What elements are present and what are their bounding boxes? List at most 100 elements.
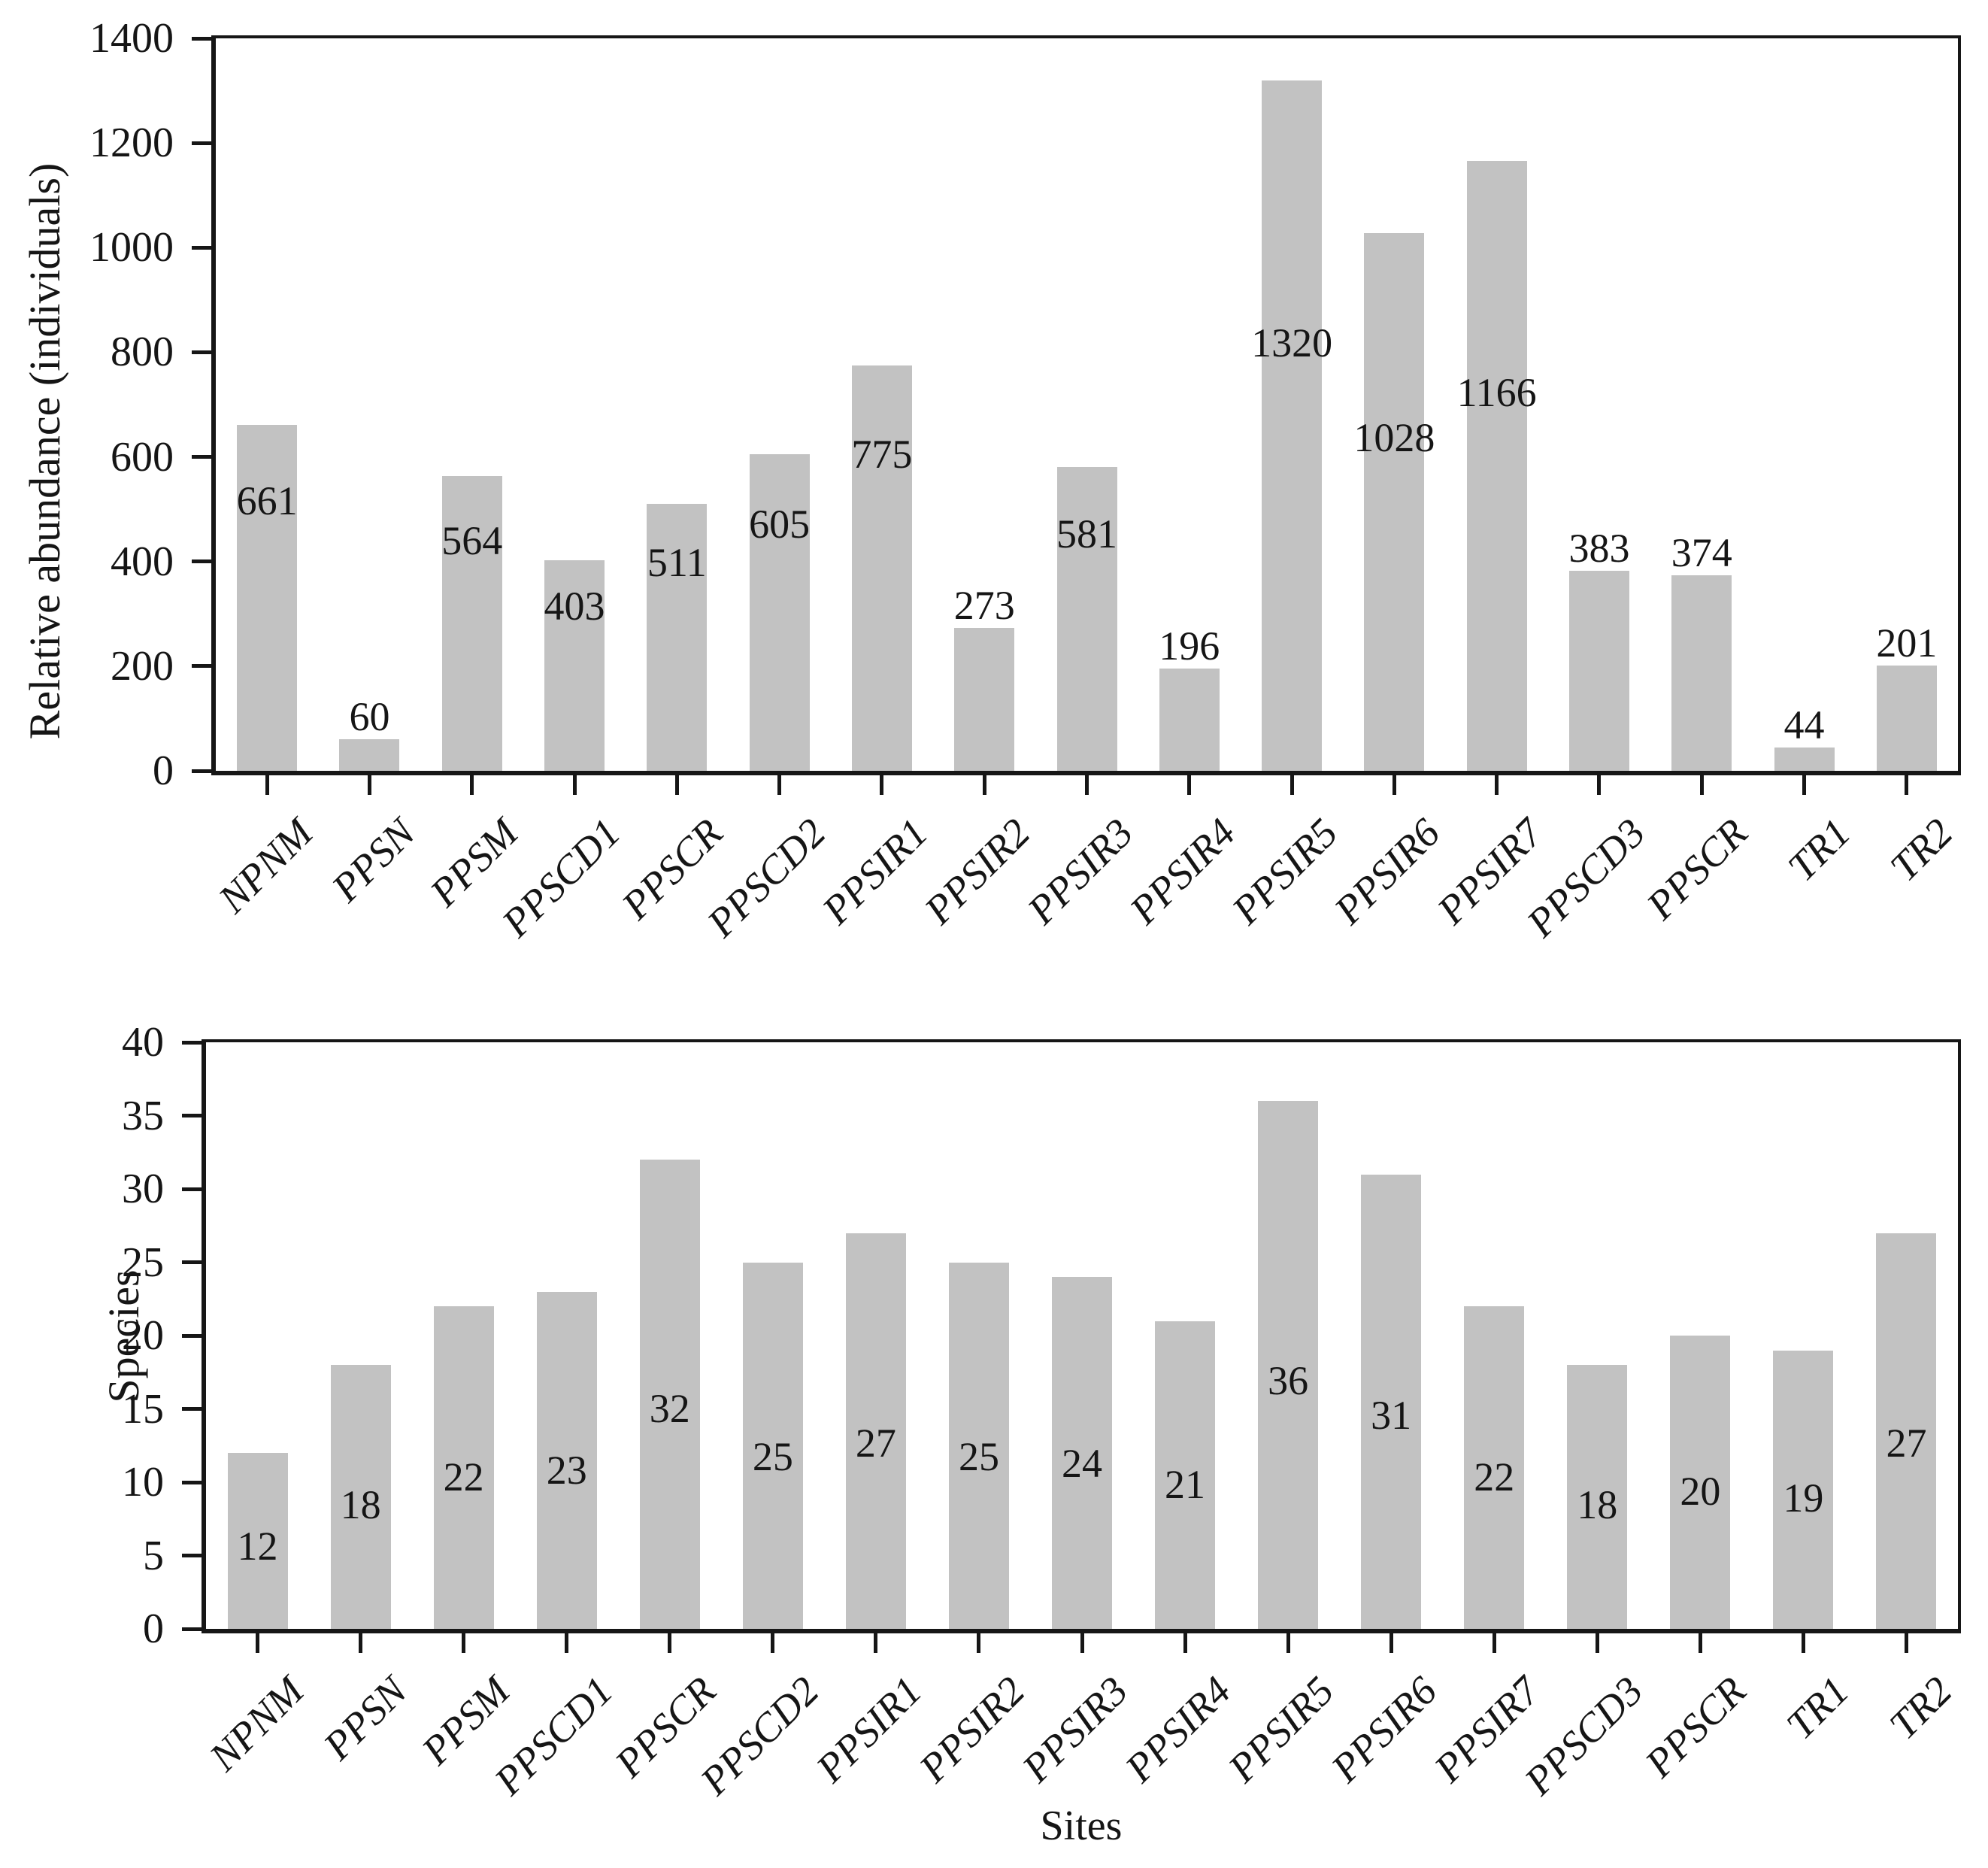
y-axis-tick [182,1260,202,1264]
bar-ppsir6-0 [1364,232,1425,771]
bar-value-label: 403 [544,584,605,629]
bar-value-label: 12 [237,1524,278,1569]
y-tick-label: 5 [143,1532,164,1579]
bar-ppsir3-1 [1052,1277,1112,1629]
bar-npnm-1 [227,1453,288,1629]
x-axis-tick [1801,1633,1805,1653]
y-axis-tick [192,245,211,250]
bar-value-label: 22 [443,1454,484,1500]
x-tick-label-ppsir1: PPSIR1 [808,1668,931,1791]
species-plot-area: 12 18 22 23 32 25 27 25 24 21 36 31 22 18 20 19 27 [202,1039,1961,1633]
bar-value-label: 22 [1474,1454,1515,1500]
y-tick-label: 30 [122,1166,164,1212]
bar-ppscr-1 [639,1160,700,1629]
y-axis-tick [192,36,211,41]
bar-ppsir7-1 [1464,1306,1525,1629]
x-tick-label-ppsir2: PPSIR2 [911,1668,1034,1791]
x-axis-tick [1392,775,1396,795]
bar-value-label: 1320 [1251,320,1333,365]
bar-npnm-0 [237,425,298,771]
x-axis-tick [1183,1633,1187,1653]
y-axis-tick [182,1187,202,1191]
x-axis-tick [874,1633,878,1653]
bar-ppsir2-1 [948,1262,1009,1629]
bar-value-label: 383 [1568,525,1630,571]
bar-tr2-0 [1876,666,1937,771]
x-axis-tick [572,775,577,795]
x-axis-tick [880,775,884,795]
bar-ppscr-1 [1670,1336,1731,1629]
bar-ppsm-0 [441,475,502,771]
x-axis-tick [470,775,474,795]
y-axis-tick [182,1627,202,1631]
x-axis-tick [1085,775,1089,795]
abundance-plot-area: 661 60 564 403 511 605 775 273 581 196 1320 1028 116… [211,35,1961,775]
x-axis-tick [777,775,782,795]
y-axis-tick [182,1040,202,1045]
bar-value-label: 24 [1062,1441,1102,1487]
y-tick-label: 10 [122,1459,164,1506]
bar-value-label: 1028 [1353,414,1435,460]
bar-ppsir4-1 [1155,1321,1216,1629]
bar-value-label: 19 [1783,1475,1824,1521]
x-axis-tick [1080,1633,1084,1653]
y-tick-label: 0 [143,1606,164,1652]
x-tick-label-npnm: NPNM [200,1668,312,1780]
bar-tr2-1 [1876,1233,1937,1629]
bar-ppscd3-1 [1567,1365,1628,1629]
x-axis-tick [1495,775,1499,795]
bar-value-label: 564 [441,517,503,563]
y-axis-tick [182,1554,202,1557]
bar-ppscr-0 [647,503,708,771]
y-axis-tick [192,559,211,564]
x-axis-tick [367,775,371,795]
bar-value-label: 27 [855,1420,896,1466]
x-tick-label-tr1: TR1 [1777,1668,1858,1748]
bar-ppsir1-1 [845,1233,906,1629]
y-tick-label: 40 [122,1019,164,1066]
y-tick-label: 400 [111,538,174,585]
bar-tr1-1 [1773,1350,1834,1629]
bar-value-label: 374 [1671,529,1732,575]
y-tick-label: 1400 [89,15,174,62]
y-axis-tick [192,455,211,459]
bar-ppsir5-0 [1262,80,1323,771]
x-axis-tick [1698,1633,1702,1653]
x-axis-tick [674,775,679,795]
x-tick-label-ppsir6: PPSIR6 [1323,1668,1446,1791]
bar-ppscr-0 [1671,575,1732,771]
x-tick-label-ppsir3: PPSIR3 [1014,1668,1137,1791]
x-axis-tick [1286,1633,1290,1653]
y-tick-label: 600 [111,433,174,481]
bar-value-label: 25 [958,1433,999,1479]
bar-ppsir6-1 [1361,1174,1422,1629]
bar-ppscd2-1 [742,1262,803,1629]
bar-ppsir4-0 [1159,668,1220,771]
x-tick-label-ppscr: PPSCR [1636,1668,1755,1786]
sites-x-axis-title: Sites [1040,1803,1123,1849]
y-tick-label: 15 [122,1385,164,1433]
y-tick-label: 35 [122,1092,164,1139]
x-axis-tick [1389,1633,1393,1653]
x-tick-label-ppsn: PPSN [314,1668,416,1769]
y-tick-label: 1000 [89,224,174,271]
bar-value-label: 23 [546,1448,587,1493]
x-axis-tick [359,1633,363,1653]
y-axis-tick [192,141,211,145]
bar-ppsir5-1 [1258,1101,1319,1629]
x-axis-tick [256,1633,260,1653]
bar-value-label: 21 [1165,1461,1206,1507]
bar-value-label: 511 [647,539,707,585]
x-axis-tick [1597,775,1602,795]
x-axis-tick [982,775,986,795]
y-tick-label: 800 [111,329,174,376]
y-axis-tick [192,769,211,773]
bar-value-label: 201 [1876,620,1938,666]
bar-ppsm-1 [433,1306,494,1629]
x-axis-tick [1699,775,1704,795]
bar-value-label: 60 [349,694,390,740]
x-axis-tick [977,1633,981,1653]
x-axis-tick [1904,1633,1908,1653]
bar-ppscd1-0 [544,559,605,771]
